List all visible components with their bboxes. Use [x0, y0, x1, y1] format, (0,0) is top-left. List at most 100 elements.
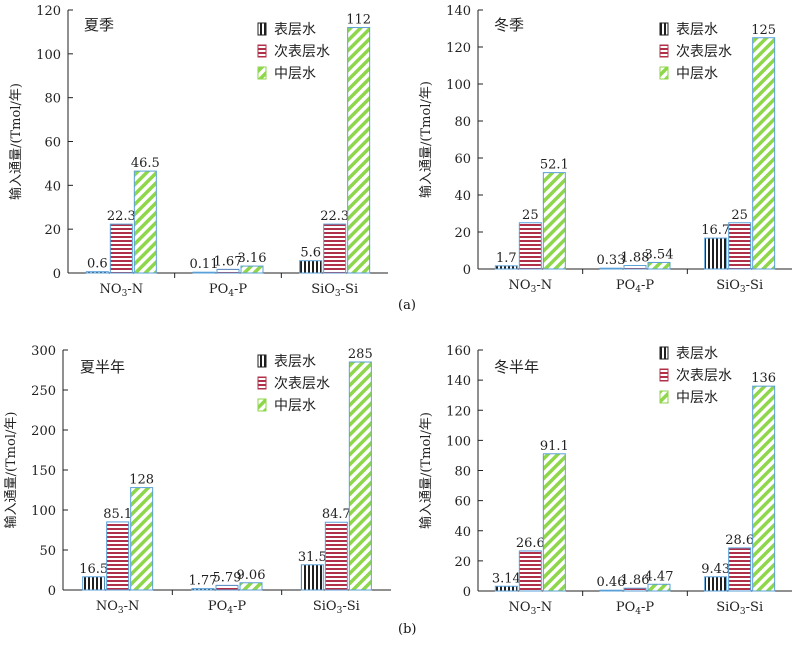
- y-tick-label: 60: [44, 136, 61, 151]
- bar-3-NO3-N: [542, 172, 566, 270]
- y-tick-label: 100: [36, 48, 61, 63]
- data-label: 25: [522, 208, 539, 223]
- data-label: 9.43: [701, 562, 730, 577]
- bar-2-PO4-P: [623, 265, 647, 270]
- data-label: 3.16: [238, 251, 267, 266]
- y-tick-label: 250: [31, 384, 56, 399]
- bar-2-NO3-N: [109, 223, 133, 274]
- data-label: 22.3: [320, 209, 349, 224]
- y-tick-label: 150: [31, 464, 56, 479]
- y-tick-label: 140: [446, 4, 471, 19]
- data-label: 1.67: [214, 254, 243, 269]
- bar-2-SiO3-Si: [728, 222, 752, 270]
- x-tick-label: SiO3-Si: [311, 282, 358, 299]
- bar-1-SiO3-Si: [704, 576, 728, 592]
- legend-label: 中层水: [676, 390, 718, 406]
- bar-2-NO3-N: [106, 521, 130, 591]
- x-tick-label: NO3-N: [509, 278, 553, 295]
- bar-1-PO4-P: [191, 588, 215, 591]
- data-label: 3.14: [492, 571, 521, 586]
- bar-3-NO3-N: [542, 453, 566, 592]
- y-tick-label: 120: [446, 41, 471, 56]
- bar-1-SiO3-Si: [704, 237, 728, 270]
- bar-3-PO4-P: [647, 583, 671, 592]
- x-tick-label: NO3-N: [96, 599, 140, 616]
- y-tick-label: 100: [31, 504, 56, 519]
- y-axis-label: 输入通量/(Tmol/年): [3, 412, 19, 529]
- data-label: 25: [731, 208, 748, 223]
- legend-label: 中层水: [274, 398, 316, 414]
- data-label: 4.47: [645, 569, 674, 584]
- bar-1-NO3-N: [494, 585, 518, 592]
- chart-panel-4: 0 20 40 60 80 100 120 140 160 输入通量/(Tmol/年) 冬半年 NO3…: [418, 344, 792, 617]
- x-tick-label: PO4-P: [208, 599, 247, 616]
- legend-label: 中层水: [274, 66, 316, 82]
- y-tick-label: 0: [53, 267, 61, 282]
- y-tick-label: 80: [454, 115, 471, 130]
- data-label: 1.88: [621, 251, 650, 266]
- y-tick-label: 160: [446, 344, 471, 359]
- y-tick-label: 100: [446, 434, 471, 449]
- bar-1-SiO3-Si: [299, 260, 323, 274]
- legend-label: 表层水: [274, 354, 316, 370]
- legend-swatch: [659, 368, 669, 382]
- chart-panel-1: 0 20 40 60 80 100 120 输入通量/(Tmol/年) 夏季 NO3-N 0.6 22…: [8, 4, 388, 299]
- x-tick-label: PO4-P: [616, 600, 655, 617]
- chart-panel-3: 0 50 100 150 200 250 300 输入通量/(Tmol/年) 夏半年 NO3-N 1…: [3, 344, 391, 616]
- data-label: 128: [129, 473, 154, 488]
- y-tick-label: 80: [44, 92, 61, 107]
- data-label: 9.06: [237, 568, 266, 583]
- figure-label-b: (b): [398, 622, 417, 637]
- y-tick-label: 40: [454, 525, 471, 540]
- y-tick-label: 120: [36, 4, 61, 19]
- chart-title: 冬季: [494, 16, 524, 34]
- chart-title: 夏季: [84, 16, 114, 34]
- data-label: 136: [751, 371, 776, 386]
- data-label: 46.5: [131, 156, 160, 171]
- bar-1-PO4-P: [599, 589, 623, 592]
- data-label: 84.7: [322, 507, 351, 522]
- bar-3-SiO3-Si: [752, 37, 776, 270]
- y-axis-label: 输入通量/(Tmol/年): [8, 83, 24, 200]
- legend-swatch: [659, 390, 669, 404]
- data-label: 28.6: [725, 533, 754, 548]
- legend-swatch: [659, 66, 669, 80]
- y-tick-label: 200: [31, 424, 56, 439]
- y-tick-label: 40: [44, 179, 61, 194]
- legend-swatch: [257, 44, 267, 58]
- data-label: 26.6: [516, 536, 545, 551]
- legend-label: 次表层水: [676, 44, 732, 60]
- data-label: 112: [346, 13, 371, 28]
- x-tick-label: SiO3-Si: [313, 599, 360, 616]
- data-label: 3.54: [645, 247, 674, 262]
- bar-2-PO4-P: [215, 584, 239, 591]
- chart-title: 冬半年: [494, 358, 539, 376]
- y-tick-label: 140: [446, 374, 471, 389]
- legend-label: 中层水: [676, 66, 718, 82]
- bar-2-SiO3-Si: [728, 547, 752, 592]
- bar-2-SiO3-Si: [323, 223, 347, 274]
- data-label: 0.6: [87, 257, 108, 272]
- x-tick-label: NO3-N: [509, 600, 553, 617]
- bar-1-NO3-N: [85, 271, 109, 274]
- bar-2-SiO3-Si: [324, 521, 348, 591]
- data-label: 5.79: [213, 570, 242, 585]
- data-label: 16.7: [701, 223, 730, 238]
- bar-1-NO3-N: [82, 576, 106, 591]
- bar-3-NO3-N: [130, 487, 154, 591]
- legend-swatch: [659, 346, 669, 360]
- data-label: 5.6: [300, 246, 321, 261]
- legend-label: 表层水: [676, 346, 718, 362]
- y-tick-label: 20: [454, 226, 471, 241]
- x-tick-label: SiO3-Si: [716, 278, 763, 295]
- legend-swatch: [257, 398, 267, 412]
- data-label: 31.5: [298, 550, 327, 565]
- y-tick-label: 50: [39, 544, 56, 559]
- bar-3-NO3-N: [133, 170, 157, 274]
- y-tick-label: 80: [454, 465, 471, 480]
- legend-label: 表层水: [274, 22, 316, 38]
- bar-2-PO4-P: [216, 268, 240, 274]
- y-tick-label: 20: [44, 223, 61, 238]
- x-tick-label: PO4-P: [616, 278, 655, 295]
